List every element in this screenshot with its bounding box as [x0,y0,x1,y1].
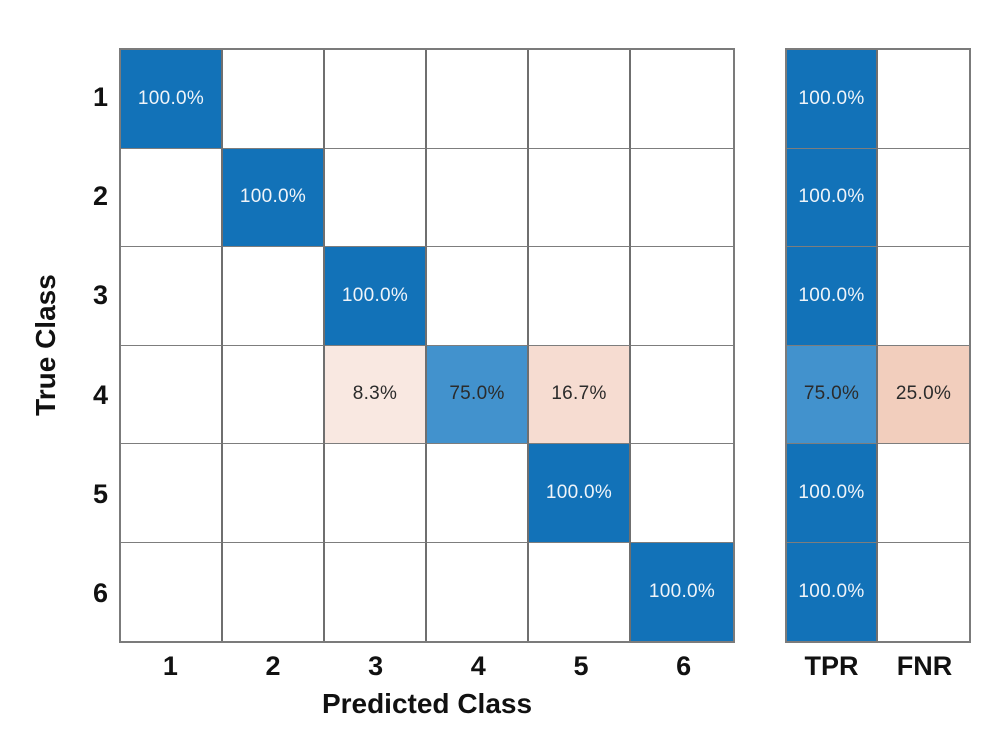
matrix-cell-r3-c6 [631,247,733,346]
x-axis-tick-labels: 1 2 3 4 5 6 [119,648,735,684]
y-tick-label-1: 1 [92,82,108,113]
x-tick-label-4: 4 [470,650,486,681]
matrix-cell-r2-c4 [427,148,529,247]
fnr-cell-r3 [878,247,969,346]
matrix-cell-r6-c5 [529,542,631,641]
tpr-fnr-summary-grid: 100.0% 100.0% 100.0% 75.0% 25.0% 100.0% 100.0% [785,48,971,643]
fnr-cell-r4: 25.0% [878,345,969,444]
y-tick-label-2: 2 [92,181,108,212]
tpr-cell-r5: 100.0% [787,444,878,543]
matrix-cell-r1-c3 [325,50,427,149]
tpr-cell-r2: 100.0% [787,148,878,247]
x-tick-label-6: 6 [676,650,692,681]
matrix-cell-r6-c4 [427,542,529,641]
matrix-cell-r1-c1: 100.0% [121,50,223,149]
tpr-column-header: TPR [804,650,859,681]
matrix-cell-r4-c3: 8.3% [325,345,427,444]
fnr-cell-r1 [878,50,969,149]
matrix-cell-r1-c5 [529,50,631,149]
matrix-cell-r2-c3 [325,148,427,247]
matrix-cell-r6-c3 [325,542,427,641]
matrix-cell-r5-c4 [427,444,529,543]
matrix-cell-r2-c2: 100.0% [223,148,325,247]
x-axis-title: Predicted Class [321,688,533,719]
x-tick-label-5: 5 [573,650,589,681]
y-tick-label-4: 4 [92,379,108,410]
matrix-cell-r4-c5: 16.7% [529,345,631,444]
matrix-cell-r1-c6 [631,50,733,149]
y-tick-label-6: 6 [92,577,108,608]
matrix-cell-r3-c3: 100.0% [325,247,427,346]
matrix-cell-r4-c4: 75.0% [427,345,529,444]
matrix-cell-r2-c5 [529,148,631,247]
tpr-cell-r3: 100.0% [787,247,878,346]
y-tick-label-3: 3 [92,280,108,311]
matrix-cell-r5-c1 [121,444,223,543]
matrix-cell-r4-c1 [121,345,223,444]
matrix-cell-r6-c6: 100.0% [631,542,733,641]
fnr-cell-r2 [878,148,969,247]
matrix-cell-r2-c6 [631,148,733,247]
matrix-cell-r5-c6 [631,444,733,543]
matrix-cell-r5-c5: 100.0% [529,444,631,543]
matrix-cell-r4-c6 [631,345,733,444]
tpr-cell-r1: 100.0% [787,50,878,149]
matrix-cell-r3-c2 [223,247,325,346]
matrix-cell-r3-c1 [121,247,223,346]
fnr-cell-r5 [878,444,969,543]
x-tick-label-1: 1 [162,650,178,681]
summary-column-headers: TPR FNR [785,648,971,684]
matrix-cell-r3-c4 [427,247,529,346]
matrix-cell-r3-c5 [529,247,631,346]
fnr-column-header: FNR [896,650,953,681]
matrix-cell-r2-c1 [121,148,223,247]
matrix-cell-r1-c2 [223,50,325,149]
tpr-cell-r6: 100.0% [787,542,878,641]
matrix-cell-r6-c2 [223,542,325,641]
matrix-cell-r4-c2 [223,345,325,444]
y-tick-label-5: 5 [92,478,108,509]
matrix-cell-r1-c4 [427,50,529,149]
confusion-matrix-grid: 100.0% 100.0% 100.0% 8.3% 75.0% 16.7% 100.0% 10… [119,48,735,643]
fnr-cell-r6 [878,542,969,641]
x-tick-label-2: 2 [265,650,281,681]
matrix-cell-r6-c1 [121,542,223,641]
x-tick-label-3: 3 [368,650,384,681]
matrix-cell-r5-c3 [325,444,427,543]
tpr-cell-r4: 75.0% [787,345,878,444]
matrix-cell-r5-c2 [223,444,325,543]
y-axis-tick-labels: 1 2 3 4 5 6 [50,48,108,643]
